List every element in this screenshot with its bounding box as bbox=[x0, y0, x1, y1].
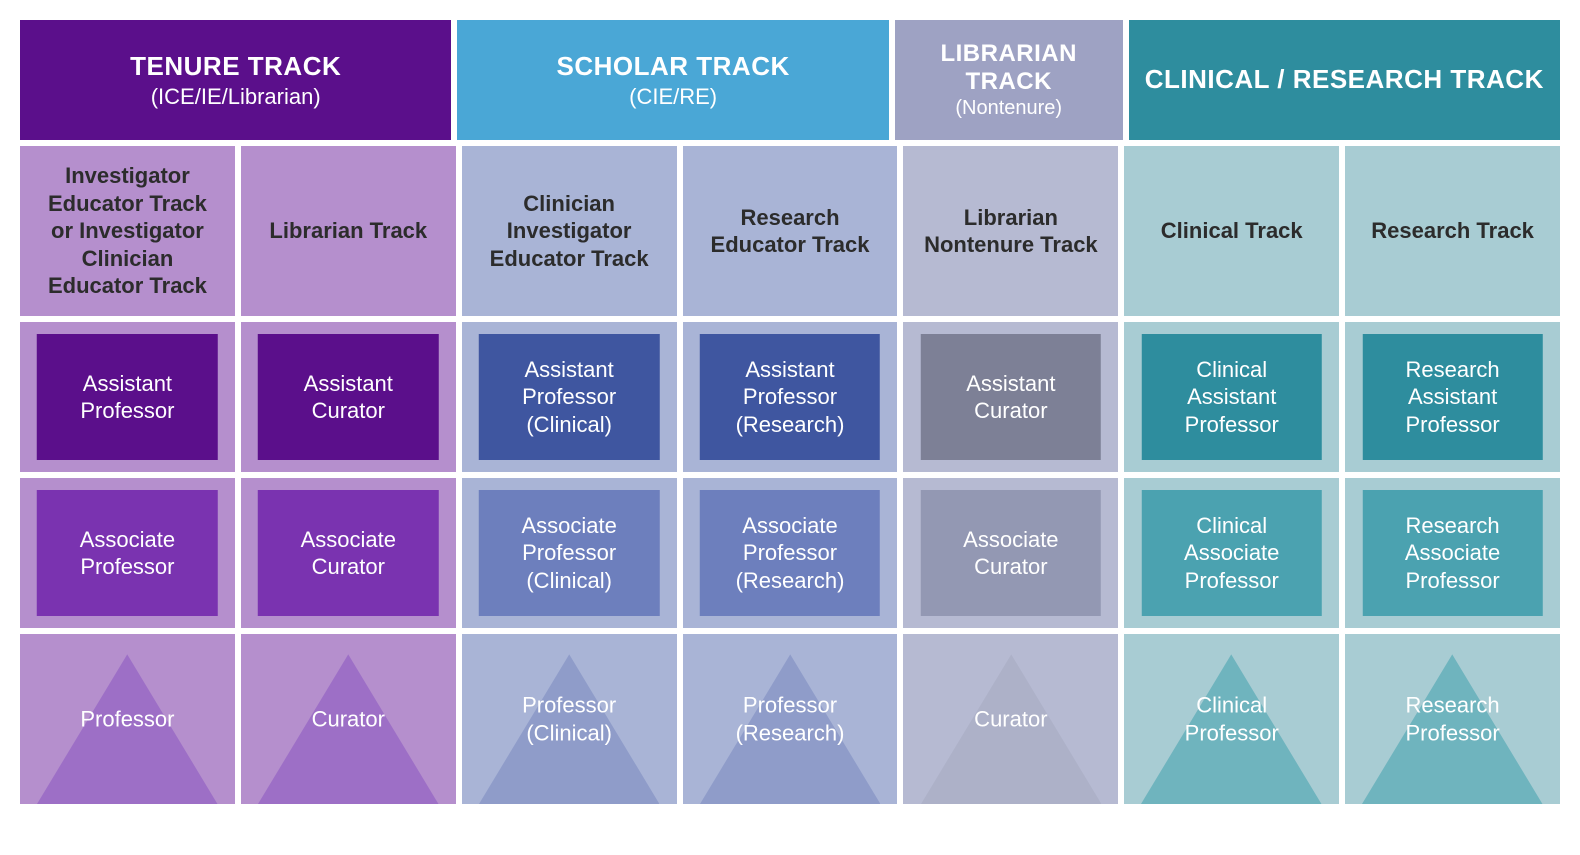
sub-scholar-1: Research Educator Track bbox=[683, 146, 898, 316]
rank-cell: Professor (Clinical) bbox=[462, 634, 677, 804]
rank-label: Clinical Professor bbox=[1177, 692, 1287, 747]
header-scholar: SCHOLAR TRACK (CIE/RE) bbox=[457, 20, 888, 140]
rank-box: Associate Professor (Clinical) bbox=[479, 490, 659, 616]
header-librarian: LIBRARIAN TRACK (Nontenure) bbox=[895, 20, 1123, 140]
header-row: TENURE TRACK (ICE/IE/Librarian) SCHOLAR … bbox=[20, 20, 1560, 140]
rank-box: Assistant Professor (Research) bbox=[700, 334, 880, 460]
rank-box: Associate Curator bbox=[921, 490, 1101, 616]
rank-box: Research Assistant Professor bbox=[1362, 334, 1542, 460]
header-tenure-sub: (ICE/IE/Librarian) bbox=[151, 84, 321, 110]
rank-box: Associate Professor bbox=[37, 490, 217, 616]
sub-scholar-0: Clinician Investigator Educator Track bbox=[462, 146, 677, 316]
rank-cell: Assistant Professor (Clinical) bbox=[462, 322, 677, 472]
rank-box: Clinical Assistant Professor bbox=[1141, 334, 1321, 460]
header-tenure-title: TENURE TRACK bbox=[130, 51, 341, 82]
rank-cell: Assistant Curator bbox=[241, 322, 456, 472]
header-librarian-title: LIBRARIAN TRACK bbox=[907, 40, 1111, 95]
rank-box: Assistant Curator bbox=[258, 334, 438, 460]
rank-row-assistant: Assistant Professor Assistant Curator Assi… bbox=[20, 322, 1560, 472]
rank-cell: Professor (Research) bbox=[683, 634, 898, 804]
rank-box: Associate Professor (Research) bbox=[700, 490, 880, 616]
rank-label: Professor (Research) bbox=[728, 692, 853, 747]
sub-tenure-0: Investigator Educator Track or Investiga… bbox=[20, 146, 235, 316]
rank-box: Clinical Associate Professor bbox=[1141, 490, 1321, 616]
rank-cell: Associate Professor (Research) bbox=[683, 478, 898, 628]
rank-cell: Clinical Assistant Professor bbox=[1124, 322, 1339, 472]
rank-cell: Research Assistant Professor bbox=[1345, 322, 1560, 472]
rank-box: Research Associate Professor bbox=[1362, 490, 1542, 616]
rank-cell: Clinical Associate Professor bbox=[1124, 478, 1339, 628]
rank-box: Assistant Professor (Clinical) bbox=[479, 334, 659, 460]
rank-cell: Associate Curator bbox=[241, 478, 456, 628]
rank-label: Curator bbox=[304, 705, 393, 733]
header-clinical: CLINICAL / RESEARCH TRACK bbox=[1129, 20, 1560, 140]
rank-label: Professor bbox=[72, 705, 182, 733]
rank-box: Assistant Curator bbox=[921, 334, 1101, 460]
sub-clinical-0: Clinical Track bbox=[1124, 146, 1339, 316]
rank-cell: Curator bbox=[903, 634, 1118, 804]
subheader-row: Investigator Educator Track or Investiga… bbox=[20, 146, 1560, 316]
rank-cell: Assistant Professor (Research) bbox=[683, 322, 898, 472]
header-clinical-title: CLINICAL / RESEARCH TRACK bbox=[1145, 64, 1544, 95]
rank-cell: Associate Professor bbox=[20, 478, 235, 628]
header-tenure: TENURE TRACK (ICE/IE/Librarian) bbox=[20, 20, 451, 140]
rank-cell: Research Professor bbox=[1345, 634, 1560, 804]
sub-librarian-0: Librarian Nontenure Track bbox=[903, 146, 1118, 316]
rank-box: Assistant Professor bbox=[37, 334, 217, 460]
rank-cell: Assistant Curator bbox=[903, 322, 1118, 472]
rank-cell: Associate Professor (Clinical) bbox=[462, 478, 677, 628]
track-matrix: TENURE TRACK (ICE/IE/Librarian) SCHOLAR … bbox=[20, 20, 1560, 804]
rank-box: Associate Curator bbox=[258, 490, 438, 616]
rank-row-full: Professor Curator Professor (Clinical) Prof… bbox=[20, 634, 1560, 804]
rank-cell: Research Associate Professor bbox=[1345, 478, 1560, 628]
sub-tenure-1: Librarian Track bbox=[241, 146, 456, 316]
header-scholar-sub: (CIE/RE) bbox=[629, 84, 717, 110]
rank-cell: Associate Curator bbox=[903, 478, 1118, 628]
rank-cell: Curator bbox=[241, 634, 456, 804]
rank-row-associate: Associate Professor Associate Curator Asso… bbox=[20, 478, 1560, 628]
rank-cell: Professor bbox=[20, 634, 235, 804]
rank-label: Professor (Clinical) bbox=[514, 692, 624, 747]
sub-clinical-1: Research Track bbox=[1345, 146, 1560, 316]
rank-cell: Assistant Professor bbox=[20, 322, 235, 472]
header-scholar-title: SCHOLAR TRACK bbox=[557, 51, 790, 82]
rank-label: Curator bbox=[966, 705, 1055, 733]
rank-label: Research Professor bbox=[1398, 692, 1508, 747]
header-librarian-sub: (Nontenure) bbox=[955, 97, 1062, 120]
rank-cell: Clinical Professor bbox=[1124, 634, 1339, 804]
